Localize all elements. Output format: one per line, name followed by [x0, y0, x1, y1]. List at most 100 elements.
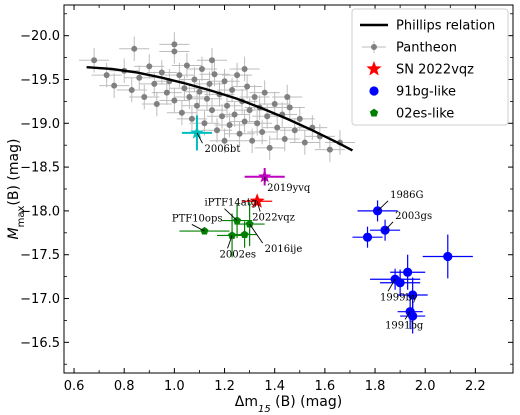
y-tick-label: −19.0	[20, 117, 60, 132]
pantheon-point	[153, 101, 160, 108]
y-tick-label: −18.5	[20, 161, 60, 176]
y-tick-label: −20.0	[20, 29, 60, 44]
pantheon-point	[183, 62, 190, 69]
pantheon-point	[224, 102, 231, 109]
annotation-arrow	[224, 208, 238, 221]
pantheon-point	[261, 89, 268, 96]
pantheon-point	[296, 115, 303, 122]
pantheon-point	[254, 120, 261, 127]
annotation-label: iPTF14atg	[204, 198, 257, 209]
y-axis-label: Mmax(B) (mag)	[6, 139, 27, 240]
legend-pentagon-marker	[369, 108, 379, 117]
pantheon-point	[178, 109, 185, 116]
pantheon-point	[221, 137, 228, 144]
y-axis-label-part: (B) (mag)	[6, 139, 22, 206]
x-tick-label: 1.4	[264, 379, 285, 394]
annotation-label: 1991bg	[385, 320, 424, 331]
pantheon-point	[91, 57, 98, 64]
pantheon-point	[206, 80, 213, 87]
pantheon-point	[201, 120, 208, 127]
y-tick-label: −17.5	[20, 248, 60, 263]
y-axis-label-part: M	[6, 227, 22, 239]
bg91-like-point	[362, 232, 373, 242]
pantheon-point	[203, 95, 210, 102]
annotation-label: 2006bt	[204, 144, 240, 155]
annotation-label: 1986G	[390, 190, 423, 201]
pantheon-point	[146, 63, 153, 70]
legend-star-marker	[366, 61, 382, 76]
annotation-label: 1999by	[380, 292, 418, 303]
pantheon-point	[259, 129, 266, 136]
pantheon-point	[226, 122, 233, 129]
annotation-label: 2016ije	[265, 244, 303, 255]
pantheon-point	[236, 130, 243, 137]
y-tick-label: −18.0	[20, 204, 60, 219]
x-tick-label: 1.6	[315, 379, 336, 394]
pantheon-point	[171, 97, 178, 104]
pantheon-point	[241, 118, 248, 125]
annotation-arrow	[249, 223, 264, 244]
x-tick-label: 0.6	[64, 379, 85, 394]
x-tick-label: 1.0	[164, 379, 185, 394]
pantheon-point	[171, 41, 178, 48]
pantheon-point	[103, 72, 110, 79]
pantheon-point	[286, 104, 293, 111]
annotation-arrow	[264, 176, 266, 182]
pantheon-point	[219, 113, 226, 120]
annotation-arrow	[227, 235, 233, 249]
star-point-sn-2006bt	[190, 125, 204, 139]
legend-box	[351, 8, 509, 126]
axis-ticks: 0.6 0.8 1.0 1.2 1.4 1.6 1.8 2.0 2.2 −20.0 −19.5 −19…	[20, 5, 513, 394]
es02-like-point	[245, 219, 254, 228]
pantheon-point	[193, 102, 200, 109]
y-tick-label: −16.5	[20, 336, 60, 351]
y-axis-label-part: max	[16, 205, 27, 227]
pantheon-point	[136, 74, 143, 81]
bg91-like-point	[408, 290, 418, 300]
y-tick-label: −17.0	[20, 292, 60, 307]
pantheon-point	[128, 86, 135, 93]
pantheon-point	[171, 48, 178, 55]
x-axis-label: Δm15 (B) (mag)	[235, 394, 342, 415]
es02-like-point	[240, 230, 249, 238]
pantheon-point	[234, 72, 241, 79]
annotation-arrow	[387, 279, 396, 292]
pantheon-point	[244, 83, 251, 90]
x-tick-label: 2.2	[465, 379, 486, 394]
star-point-sn-2022vqz	[249, 193, 265, 208]
pantheon-point	[198, 65, 205, 72]
x-axis-label-part: Δm	[235, 394, 258, 410]
pantheon-point	[284, 94, 291, 100]
pantheon-point	[211, 71, 218, 78]
pantheon-point	[326, 146, 333, 153]
pantheon-point	[181, 85, 188, 92]
pantheon-point	[251, 94, 258, 100]
pantheon-point	[221, 78, 228, 85]
pantheon-point	[249, 137, 256, 144]
pantheon-point	[229, 86, 236, 93]
legend-label: Pantheon	[396, 41, 457, 56]
pantheon-point	[274, 124, 281, 131]
annotation-arrow	[384, 221, 394, 231]
pantheon-point	[186, 94, 193, 100]
pantheon-point	[266, 144, 273, 151]
legend-point-marker	[371, 44, 377, 50]
pantheon-point	[196, 88, 203, 95]
pantheon-point	[231, 111, 238, 118]
legend-label: Phillips relation	[396, 19, 495, 34]
annotation-arrow	[191, 224, 205, 232]
pantheon-point	[241, 65, 248, 72]
plot-area: 2006bt 2019yvq iPTF14atg 2022vqz PTF10ops 200…	[79, 32, 473, 334]
pantheon-point	[271, 101, 278, 108]
x-tick-label: 0.8	[114, 379, 135, 394]
pantheon-point	[214, 127, 221, 134]
y-tick-label: −19.5	[20, 73, 60, 88]
legend-circle-marker	[369, 86, 379, 96]
x-axis-label-part: (B) (mag)	[271, 394, 342, 410]
pantheon-point	[111, 82, 118, 89]
star-point-sn-2019yvq	[258, 169, 272, 183]
pantheon-point	[141, 94, 148, 100]
data-layer: 2006bt 2019yvq iPTF14atg 2022vqz PTF10ops 200…	[79, 32, 473, 334]
pantheon-point	[281, 136, 288, 143]
